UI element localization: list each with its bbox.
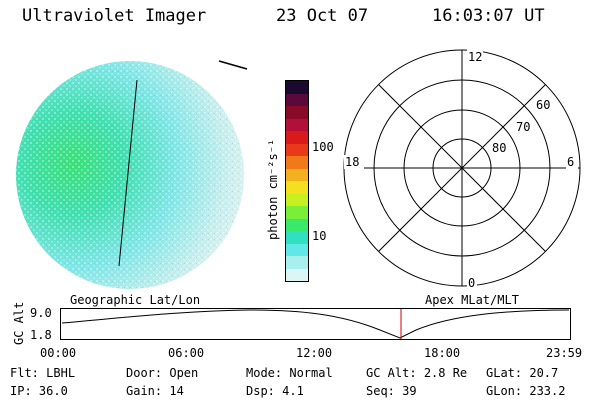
orbit-x-tick-4: 23:59 <box>546 346 583 360</box>
colorbar-units-label: photon cm⁻²s⁻¹ <box>266 138 280 240</box>
mlt-label-18: 18 <box>345 155 359 169</box>
orbit-right-title: Apex MLat/MLT <box>425 293 519 307</box>
polar-mlt-plot: 12 18 6 0 60 70 80 <box>343 49 581 290</box>
mlt-label-0: 0 <box>468 276 475 290</box>
lat-label-70: 70 <box>516 120 530 134</box>
uv-earth-image <box>16 60 248 289</box>
colorbar-swatch <box>286 243 308 256</box>
colorbar-swatch <box>286 156 308 169</box>
colorbar-swatch <box>286 181 308 194</box>
colorbar-swatch <box>286 231 308 244</box>
orbit-x-tick-2: 12:00 <box>296 346 333 360</box>
orbit-left-title: Geographic Lat/Lon <box>70 293 201 307</box>
info-mode: Mode: Normal <box>246 366 333 380</box>
info-gain: Gain: 14 <box>126 384 184 398</box>
lat-label-80: 80 <box>492 141 506 155</box>
date-label: 23 Oct 07 <box>276 6 369 26</box>
mlt-label-6: 6 <box>567 155 574 169</box>
info-glon: GLon: 233.2 <box>486 384 566 398</box>
terminator-line <box>118 79 138 267</box>
orbit-x-tick-3: 18:00 <box>424 346 461 360</box>
colorbar-swatch <box>286 268 308 281</box>
info-ip: IP: 36.0 <box>10 384 68 398</box>
orbit-y-tick-top: 9.0 <box>30 306 52 320</box>
info-flt: Flt: LBHL <box>10 366 76 380</box>
mlt-label-12: 12 <box>468 50 482 64</box>
colorbar-swatch <box>286 118 308 131</box>
colorbar-tick-100: 100 <box>312 140 334 154</box>
mlt-diagonal-2 <box>378 84 546 252</box>
instrument-title: Ultraviolet Imager <box>22 6 207 26</box>
orbit-altitude-curve <box>61 309 570 339</box>
orbit-x-tick-0: 00:00 <box>40 346 77 360</box>
color-scale-bar <box>285 80 309 282</box>
time-label: 16:03:07 UT <box>432 6 545 26</box>
orbit-y-tick-bottom: 1.8 <box>30 328 52 342</box>
colorbar-swatch <box>286 93 308 106</box>
colorbar-swatch <box>286 256 308 269</box>
colorbar-tick-10: 10 <box>312 229 327 243</box>
info-gc-alt: GC Alt: 2.8 Re <box>366 366 468 380</box>
colorbar-swatch <box>286 143 308 156</box>
colorbar-swatch <box>286 218 308 231</box>
info-dsp: Dsp: 4.1 <box>246 384 304 398</box>
info-glat: GLat: 20.7 <box>486 366 559 380</box>
orbit-plot-frame <box>60 308 571 340</box>
colorbar-swatch <box>286 193 308 206</box>
colorbar-swatch <box>286 106 308 119</box>
lat-label-60: 60 <box>536 98 550 112</box>
orbit-x-tick-1: 06:00 <box>168 346 205 360</box>
info-seq: Seq: 39 <box>366 384 417 398</box>
colorbar-swatch <box>286 206 308 219</box>
colorbar-swatch <box>286 81 308 94</box>
colorbar-swatch <box>286 168 308 181</box>
orbit-altitude-plot <box>60 308 571 340</box>
colorbar-swatch <box>286 131 308 144</box>
info-door: Door: Open <box>126 366 199 380</box>
orbit-y-axis-title: GC Alt <box>12 301 26 345</box>
sun-direction-mark <box>218 60 248 70</box>
